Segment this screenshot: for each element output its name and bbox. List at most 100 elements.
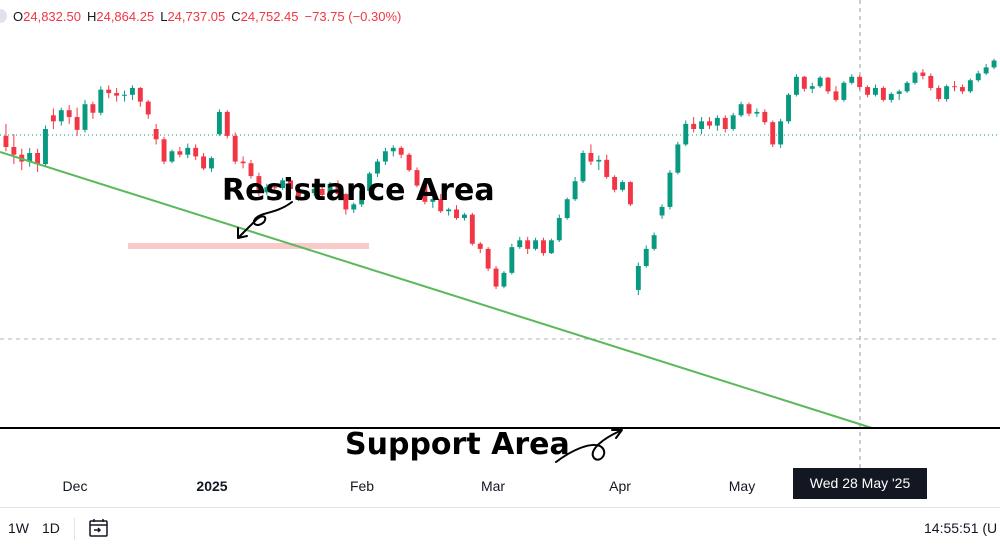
candle-body (556, 218, 562, 241)
candle-body (533, 240, 539, 249)
candle-body (11, 147, 17, 155)
candle-body (983, 67, 989, 74)
x-tick-label: Feb (349, 478, 375, 494)
candle-body (691, 123, 697, 130)
candle-body (288, 180, 293, 189)
candle-body (469, 214, 475, 244)
candle-body (398, 147, 404, 155)
candle-body (161, 139, 167, 162)
candle-body (564, 199, 570, 219)
support-annotation[interactable]: Support Area (345, 427, 570, 462)
candle-body (74, 117, 80, 130)
candle-body (738, 104, 744, 116)
candle-body (548, 240, 554, 254)
candle-body (580, 152, 586, 182)
candle-body (975, 73, 981, 81)
candle-body (572, 181, 578, 200)
candle-body (3, 135, 9, 147)
candle-body (122, 94, 127, 96)
candle-body (699, 121, 705, 130)
candle-body (43, 129, 48, 165)
candle-body (643, 248, 649, 266)
candle-body (390, 147, 396, 152)
candle-body (904, 82, 910, 92)
candle-body (422, 185, 428, 202)
candle-body (327, 183, 333, 195)
interval-1d-button[interactable]: 1D (42, 520, 60, 536)
candle-body (517, 240, 523, 248)
candle-body (541, 240, 546, 254)
candle-body (359, 190, 365, 205)
candles (3, 58, 997, 296)
candle-body (303, 193, 309, 199)
candle-body (865, 87, 871, 95)
candle-body (722, 117, 728, 130)
candle-body (406, 154, 412, 171)
toolbar-divider (74, 518, 75, 540)
candle-body (620, 182, 625, 190)
candle-body (825, 77, 831, 92)
candle-body (888, 93, 894, 100)
candle-body (454, 209, 459, 219)
candle-body (311, 188, 317, 194)
candle-body (659, 206, 665, 216)
interval-1w-button[interactable]: 1W (8, 520, 29, 536)
candle-body (209, 158, 214, 169)
candle-body (264, 187, 270, 193)
high-value: 24,864.25 (96, 9, 155, 24)
candlestick-chart[interactable] (0, 0, 1000, 507)
candle-body (248, 163, 254, 177)
high-label: H (86, 9, 97, 24)
candle-body (754, 111, 760, 114)
resistance-annotation[interactable]: Resistance Area (222, 173, 495, 208)
candle-body (153, 129, 159, 140)
clock-readout[interactable]: 14:55:51 (U (924, 520, 998, 536)
candle-body (169, 151, 175, 162)
candle-body (201, 156, 207, 169)
candle-body (746, 104, 752, 114)
candle-body (232, 135, 238, 162)
candle-body (375, 161, 380, 174)
legend-toggle-icon[interactable] (0, 9, 7, 23)
candle-body (66, 110, 72, 118)
candle-body (446, 209, 452, 212)
candle-body (114, 93, 120, 96)
candle-body (762, 111, 768, 123)
candle-body (193, 147, 199, 157)
go-to-date-icon[interactable] (88, 517, 110, 539)
candle-body (240, 161, 246, 164)
candle-body (185, 147, 191, 155)
candle-body (920, 72, 926, 76)
candle-body (382, 151, 388, 162)
candle-body (477, 243, 483, 249)
candle-body (106, 89, 112, 94)
candle-body (509, 247, 515, 273)
candle-body (912, 72, 918, 83)
trendline[interactable] (0, 151, 873, 429)
candle-body (651, 235, 657, 249)
support-arrow (555, 429, 623, 463)
candle-body (137, 87, 143, 102)
candle-body (612, 176, 618, 190)
candle-body (588, 152, 594, 162)
candle-body (35, 152, 41, 165)
candle-body (793, 76, 799, 95)
candle-body (604, 159, 610, 177)
candle-body (627, 182, 633, 205)
candle-body (786, 94, 791, 122)
candle-body (414, 170, 420, 186)
candle-body (272, 187, 278, 189)
candle-body (841, 82, 847, 100)
candle-body (896, 91, 902, 94)
candle-body (438, 199, 444, 212)
x-tick-label: 2025 (196, 478, 228, 494)
low-value: 24,737.05 (167, 9, 226, 24)
grid-lines (0, 0, 1000, 468)
candle-body (667, 172, 673, 207)
candle-body (525, 240, 531, 249)
candle-body (849, 76, 855, 83)
candle-body (177, 151, 183, 155)
candle-body (367, 173, 373, 191)
candle-body (936, 87, 942, 100)
